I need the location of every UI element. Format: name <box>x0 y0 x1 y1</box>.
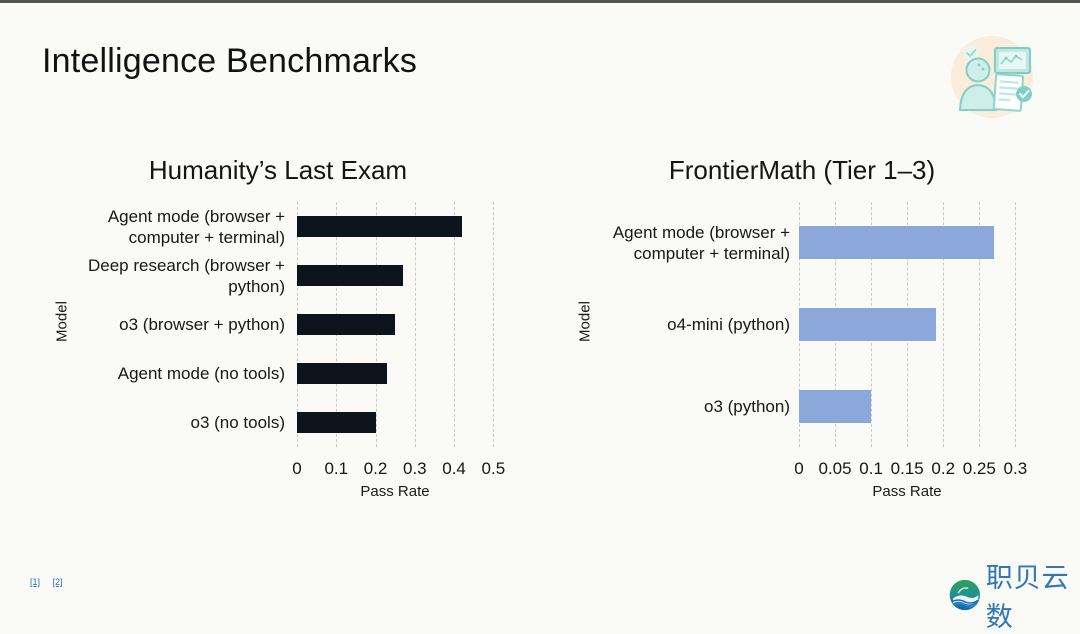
footnote-link-2[interactable]: [2] <box>52 577 63 587</box>
gridline <box>979 202 981 447</box>
bar <box>799 226 994 260</box>
x-axis-label-hle: Pass Rate <box>360 483 430 500</box>
x-tick-label: 0.25 <box>962 459 996 478</box>
chart-title-frontiermath: FrontierMath (Tier 1–3) <box>668 155 936 185</box>
category-label: o3 (no tools) <box>190 413 286 432</box>
x-tick-label: 0.1 <box>859 459 883 478</box>
x-tick-label: 0 <box>794 459 804 478</box>
category-label: Deep research (browser + python) <box>87 255 285 296</box>
check-icon <box>963 45 979 61</box>
category-label: o3 (python) <box>704 396 790 416</box>
assessment-illustration-icon <box>948 32 1036 120</box>
gridline <box>943 202 945 447</box>
document-icon <box>992 73 1032 112</box>
logo-globe-icon <box>949 579 981 611</box>
bar <box>297 265 404 286</box>
x-tick-label: 0.05 <box>818 459 852 478</box>
x-tick-label: 0.3 <box>402 459 427 478</box>
footnote-links: [1] [2] <box>30 572 70 590</box>
page-title: Intelligence Benchmarks <box>42 42 418 80</box>
category-label: o4-mini (python) <box>667 315 790 334</box>
x-tick-label: 0.5 <box>481 459 506 478</box>
x-tick-label: 0.15 <box>890 459 924 478</box>
bar <box>297 216 462 237</box>
x-tick-label: 0.4 <box>442 459 466 478</box>
chart-title-hle: Humanity’s Last Exam <box>148 155 408 185</box>
footnote-link-1[interactable]: [1] <box>30 577 41 587</box>
bar <box>297 363 388 384</box>
gridline <box>454 202 456 447</box>
category-label: Agent mode (no tools) <box>117 364 285 383</box>
bar <box>297 412 376 433</box>
gridline <box>1015 202 1017 447</box>
category-label: Agent mode (browser + computer + termina… <box>612 222 790 263</box>
bar <box>297 314 396 335</box>
x-axis-label-frontiermath: Pass Rate <box>872 483 942 500</box>
category-label: Agent mode (browser + computer + termina… <box>107 206 285 247</box>
x-tick-label: 0.2 <box>931 459 956 478</box>
x-tick-label: 0.1 <box>324 459 349 478</box>
gridline <box>493 202 495 447</box>
logo-text: 职贝云数 <box>985 563 1070 632</box>
bar <box>799 389 872 423</box>
gridline <box>414 202 416 447</box>
category-label: o3 (browser + python) <box>119 315 285 334</box>
x-tick-label: 0.2 <box>363 459 388 478</box>
bar <box>799 308 937 341</box>
x-tick-label: 0 <box>292 459 302 478</box>
top-strip <box>0 0 1080 3</box>
company-logo: 职贝云数 <box>948 556 1080 634</box>
x-tick-label: 0.3 <box>1003 459 1028 478</box>
